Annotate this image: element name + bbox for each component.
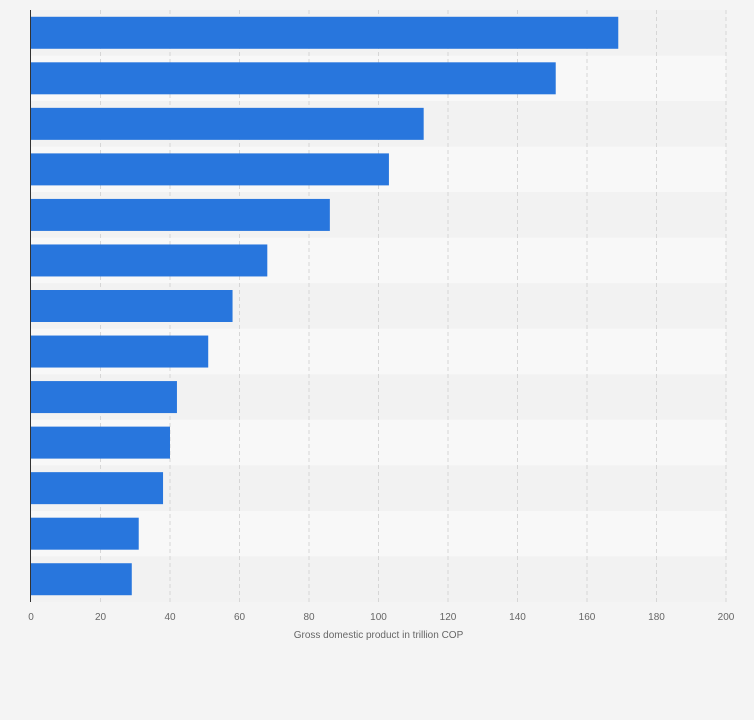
bar [31,335,209,368]
x-axis-ticks: 0 20 40 60 80 100 120 140 160 180 200 [28,612,735,623]
bar [31,517,139,550]
x-tick-label: 0 [28,612,34,623]
bar [31,426,170,459]
bar [31,62,556,95]
x-tick-label: 80 [303,612,315,623]
x-tick-label: 180 [648,612,665,623]
bar [31,153,389,186]
x-tick-label: 60 [234,612,246,623]
bar [31,472,164,505]
bar [31,16,619,49]
x-tick-label: 100 [370,612,387,623]
x-tick-label: 160 [579,612,596,623]
x-tick-label: 140 [509,612,526,623]
x-tick-label: 200 [718,612,735,623]
bars [31,16,619,596]
bar [31,244,268,277]
bar [31,563,132,596]
bar [31,290,233,322]
bar [31,107,424,140]
bar [31,381,177,414]
bar [31,198,330,231]
x-axis-title: Gross domestic product in trillion COP [294,630,464,641]
x-tick-label: 20 [95,612,107,623]
x-tick-label: 120 [440,612,457,623]
row-band [31,510,726,557]
x-tick-label: 40 [164,612,176,623]
